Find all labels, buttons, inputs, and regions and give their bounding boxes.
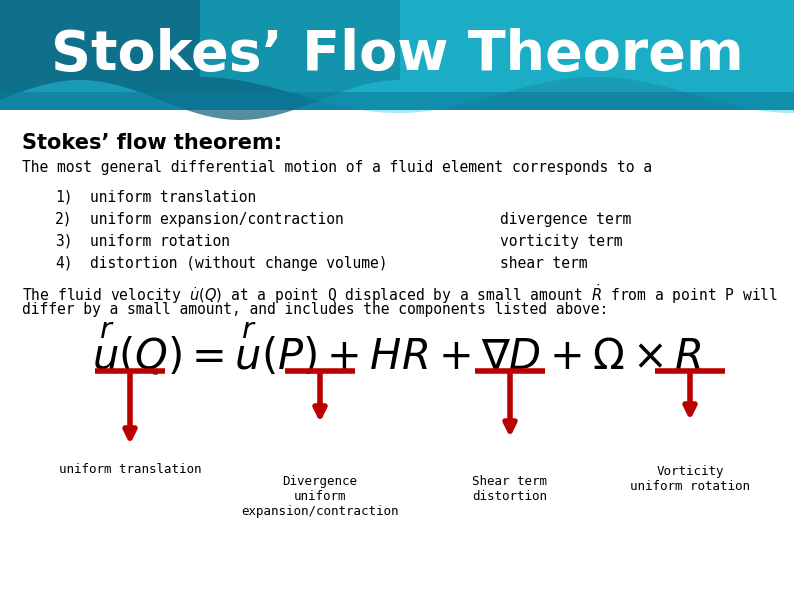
Text: uniform rotation: uniform rotation bbox=[90, 234, 230, 249]
Text: Vorticity
uniform rotation: Vorticity uniform rotation bbox=[630, 465, 750, 493]
Text: Divergence
uniform
expansion/contraction: Divergence uniform expansion/contraction bbox=[241, 475, 399, 518]
Polygon shape bbox=[0, 0, 400, 120]
Text: uniform expansion/contraction: uniform expansion/contraction bbox=[90, 212, 344, 227]
Text: vorticity term: vorticity term bbox=[500, 234, 622, 249]
Text: Stokes’ Flow Theorem: Stokes’ Flow Theorem bbox=[51, 28, 743, 82]
Text: differ by a small amount, and includes the components listed above:: differ by a small amount, and includes t… bbox=[22, 302, 608, 317]
Text: 4): 4) bbox=[55, 256, 72, 271]
Text: Stokes’ flow theorem:: Stokes’ flow theorem: bbox=[22, 133, 282, 153]
Text: divergence term: divergence term bbox=[500, 212, 631, 227]
Text: The most general differential motion of a fluid element corresponds to a: The most general differential motion of … bbox=[22, 160, 652, 175]
Text: 1): 1) bbox=[55, 190, 72, 205]
Text: Shear term
distortion: Shear term distortion bbox=[472, 475, 548, 503]
Text: shear term: shear term bbox=[500, 256, 588, 271]
Bar bbox=[0, 92, 794, 110]
Text: uniform translation: uniform translation bbox=[90, 190, 256, 205]
Text: The fluid velocity $\mathit{\dot{u}}(Q)$ at a point Q displaced by a small amoun: The fluid velocity $\mathit{\dot{u}}(Q)$… bbox=[22, 282, 778, 306]
Text: 3): 3) bbox=[55, 234, 72, 249]
Bar bbox=[0, 0, 794, 110]
Text: distortion (without change volume): distortion (without change volume) bbox=[90, 256, 387, 271]
Text: $\overset{r}{\mathit{u}}(Q)=\overset{r}{\mathit{u}}(P)+\mathit{HR}+\nabla \mathi: $\overset{r}{\mathit{u}}(Q)=\overset{r}{… bbox=[92, 322, 702, 378]
Text: 2): 2) bbox=[55, 212, 72, 227]
Polygon shape bbox=[200, 0, 794, 113]
Text: uniform translation: uniform translation bbox=[59, 463, 201, 476]
